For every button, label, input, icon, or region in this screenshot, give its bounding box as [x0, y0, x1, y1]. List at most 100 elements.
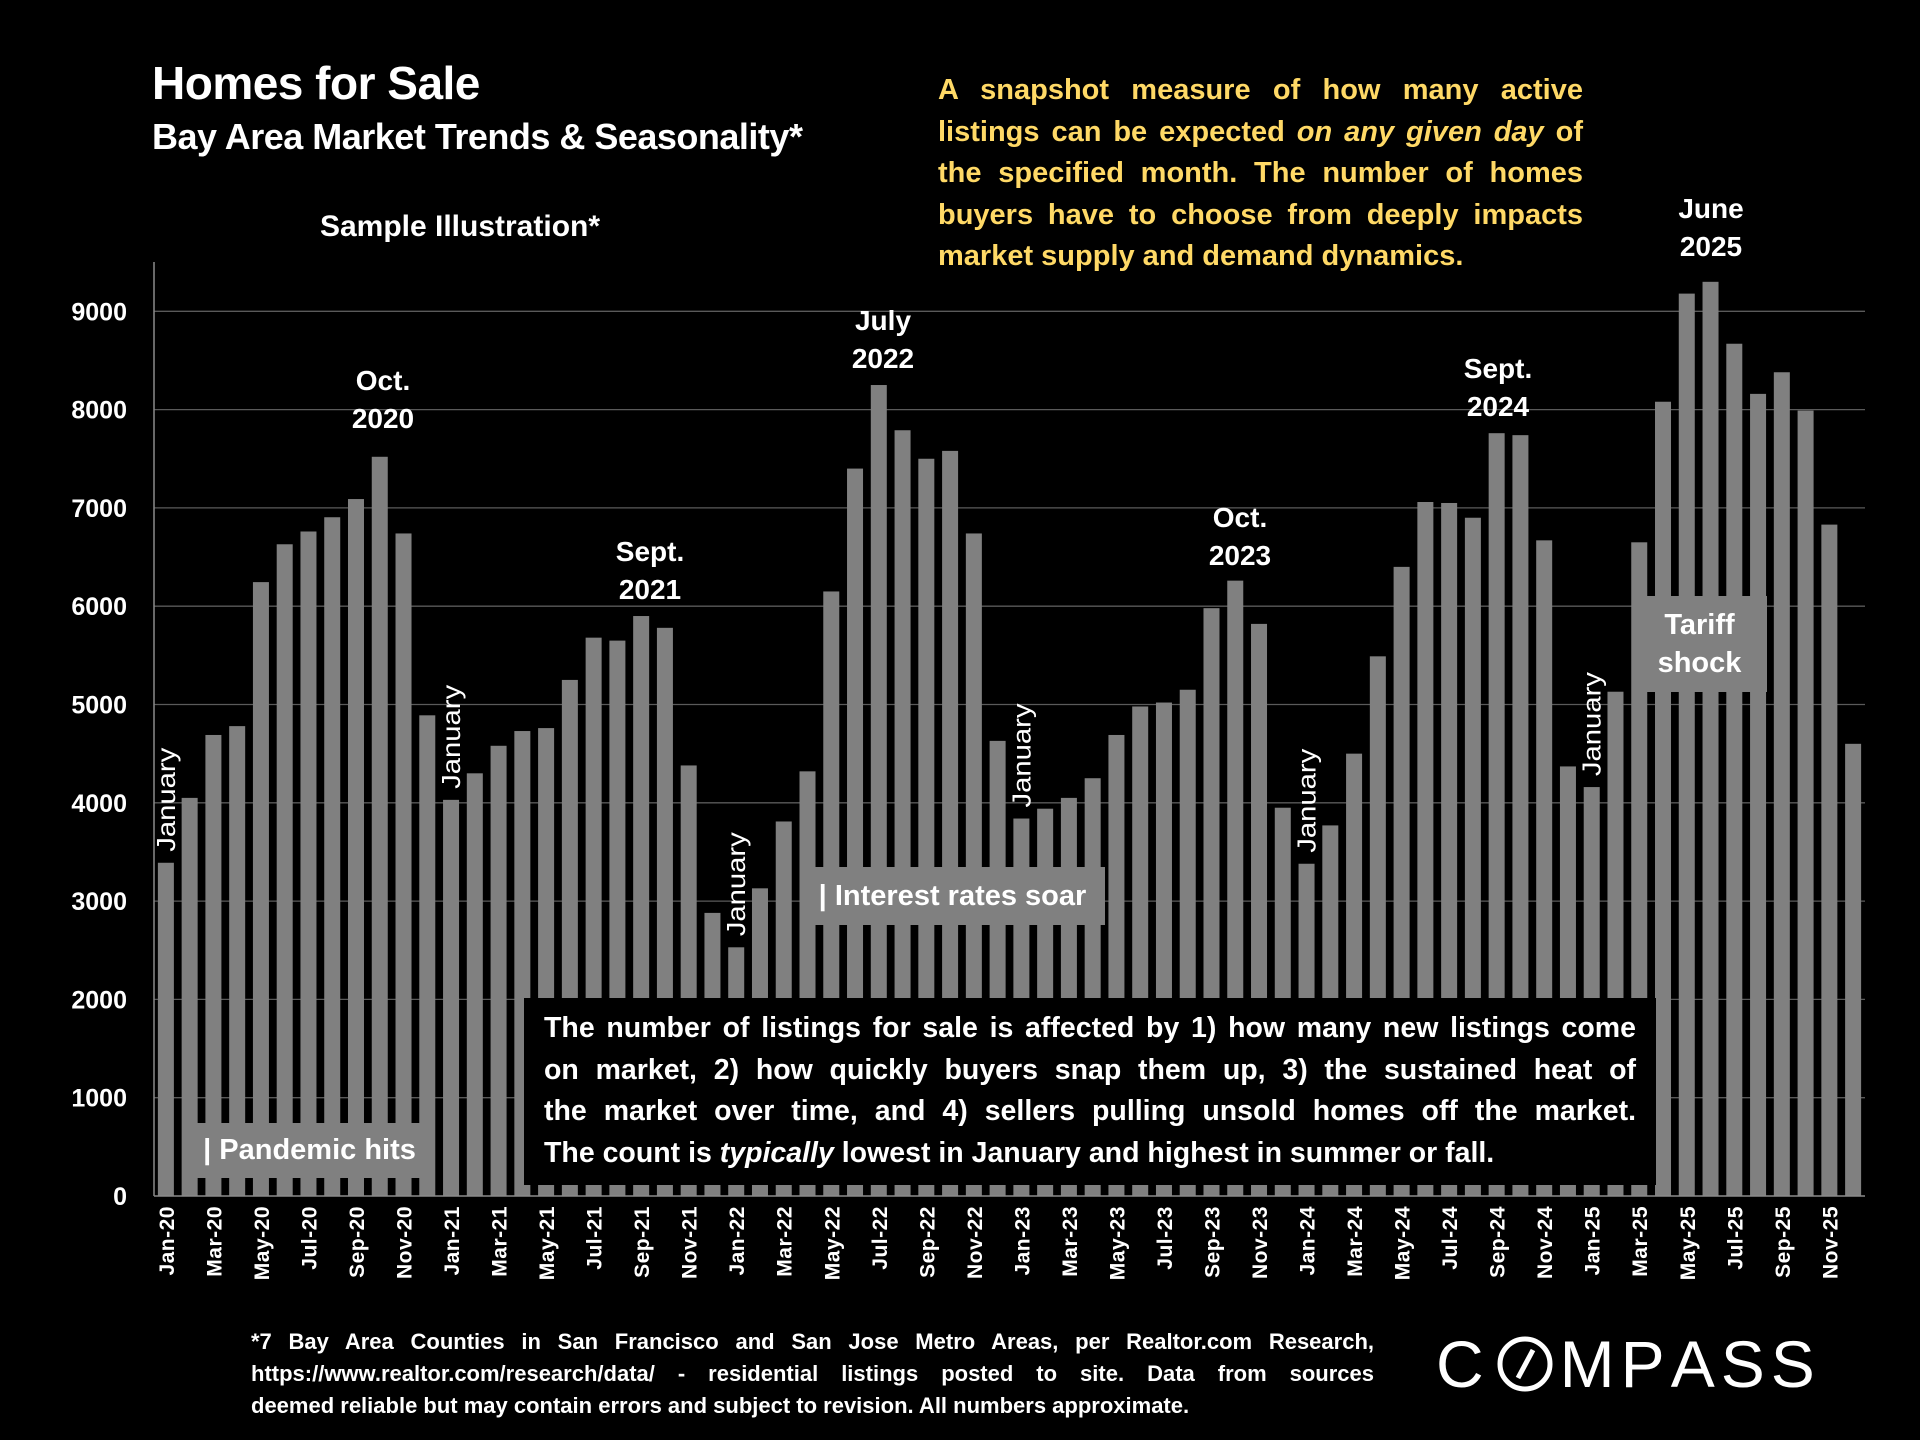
x-tick-label: Mar-21 — [489, 1206, 512, 1277]
intro-description: A snapshot measure of how many active li… — [938, 70, 1583, 278]
bar-Aug-25 — [1750, 393, 1767, 1196]
bar-Aug-20 — [324, 517, 341, 1196]
x-tick-label: Jul-25 — [1724, 1206, 1747, 1270]
logo-letter: P — [1620, 1327, 1671, 1401]
bar-Dec-20 — [419, 715, 436, 1196]
x-tick-label: May-23 — [1106, 1206, 1129, 1280]
january-label: January — [1006, 704, 1036, 808]
logo-letter: S — [1770, 1327, 1821, 1401]
logo-letter: M — [1559, 1327, 1621, 1401]
bar-May-25 — [1678, 293, 1695, 1197]
x-tick-label: Nov-21 — [679, 1206, 702, 1279]
bar-Apr-20 — [229, 726, 246, 1196]
y-tick-label: 2000 — [71, 986, 127, 1014]
january-labels: January January January January January Janua… — [151, 672, 1607, 936]
x-tick-label: May-24 — [1392, 1206, 1415, 1280]
x-tick-label: Jan-20 — [156, 1206, 179, 1276]
y-axis-ticks: 0 1000 2000 3000 4000 5000 6000 7000 8000 9000 — [71, 298, 127, 1211]
x-tick-label: Sep-24 — [1487, 1206, 1510, 1278]
x-tick-label: Sep-25 — [1772, 1206, 1795, 1278]
x-tick-label: Sep-21 — [631, 1206, 654, 1278]
bar-Oct-20 — [371, 456, 388, 1196]
bar-Jun-25 — [1702, 281, 1719, 1196]
january-label: January — [721, 832, 751, 936]
logo-slashed-o-icon — [1497, 1336, 1553, 1392]
y-tick-label: 1000 — [71, 1085, 127, 1113]
bar-Sep-20 — [347, 499, 364, 1197]
bar-Jul-20 — [300, 531, 317, 1196]
x-tick-label: May-22 — [821, 1206, 844, 1280]
x-tick-label: Jan-22 — [726, 1206, 749, 1276]
bar-Nov-20 — [395, 533, 412, 1196]
intro-italic: on any given day — [1296, 115, 1544, 148]
intro-line: listings can be expected on any given da… — [938, 112, 1583, 154]
x-tick-label: Nov-23 — [1249, 1206, 1272, 1279]
bar-Jun-20 — [276, 544, 293, 1196]
january-label: January — [436, 685, 466, 789]
peak-label-sept-2024: Sept. 2024 — [1463, 353, 1533, 422]
bar-Feb-21 — [466, 773, 483, 1196]
x-tick-label: May-25 — [1677, 1206, 1700, 1280]
bar-Mar-21 — [490, 745, 507, 1196]
january-label: January — [1292, 749, 1322, 853]
x-tick-label: Jan-24 — [1297, 1206, 1320, 1276]
sample-illustration-label: Sample Illustration* — [319, 210, 601, 243]
x-tick-label: Mar-22 — [774, 1206, 797, 1277]
logo-letter: C — [1436, 1327, 1490, 1401]
x-tick-label: Jul-21 — [584, 1206, 607, 1270]
x-axis-labels: Jan-20 Mar-20 May-20 Jul-20 Sep-20 Nov-20 Jan-… — [156, 1206, 1842, 1280]
y-tick-label: 6000 — [71, 593, 127, 621]
pandemic-hits-annotation: | Pandemic hits — [184, 1123, 435, 1178]
bar-Jan-21 — [443, 799, 460, 1196]
logo-letter: A — [1670, 1327, 1721, 1401]
bar-Sep-25 — [1773, 372, 1790, 1197]
y-tick-label: 0 — [113, 1183, 127, 1211]
x-tick-label: Sep-23 — [1201, 1206, 1224, 1278]
intro-text: listings can be expected — [938, 115, 1297, 148]
x-tick-label: Nov-25 — [1819, 1206, 1842, 1279]
peak-label-sept-2021: Sept. 2021 — [615, 536, 685, 605]
x-tick-label: Sep-22 — [916, 1206, 939, 1278]
interest-rates-annotation: | Interest rates soar — [800, 867, 1105, 925]
x-tick-label: Mar-24 — [1344, 1206, 1367, 1277]
y-tick-label: 3000 — [71, 888, 127, 916]
intro-line: A snapshot measure of how many active — [938, 74, 1583, 106]
bar-Jul-22 — [870, 385, 887, 1196]
bar-Oct-25 — [1797, 410, 1814, 1196]
x-tick-label: Mar-23 — [1059, 1206, 1082, 1277]
bar-Jul-25 — [1726, 343, 1743, 1196]
x-tick-label: Jan-25 — [1582, 1206, 1605, 1276]
logo-letter: S — [1720, 1327, 1771, 1401]
peak-label-july-2022: July 2022 — [851, 305, 915, 374]
chart-title: Homes for Sale — [152, 57, 480, 109]
y-tick-label: 5000 — [71, 692, 127, 720]
x-tick-label: Nov-24 — [1534, 1206, 1557, 1279]
peak-label-oct-2020: Oct. 2020 — [351, 365, 415, 434]
x-tick-label: Nov-22 — [964, 1206, 987, 1279]
january-label: January — [1577, 672, 1607, 776]
explanation-note: The number of listings for sale is affec… — [524, 998, 1656, 1185]
intro-line: market supply and demand dynamics. — [938, 240, 1464, 272]
bar-May-20 — [252, 582, 269, 1196]
x-tick-label: Jan-23 — [1011, 1206, 1034, 1276]
chart-subtitle: Bay Area Market Trends & Seasonality* — [152, 116, 803, 157]
intro-line: buyers have to choose from deeply impact… — [938, 198, 1583, 231]
bar-Feb-20 — [181, 797, 198, 1196]
intro-line: the specified month. The number of homes — [938, 157, 1583, 189]
peak-label-june-2025: June 2025 — [1678, 193, 1744, 262]
x-tick-label: Mar-20 — [203, 1206, 226, 1277]
bar-Dec-25 — [1845, 743, 1862, 1196]
bar-Jan-20 — [157, 862, 174, 1196]
bar-Apr-25 — [1655, 401, 1672, 1197]
x-tick-label: Sep-20 — [346, 1206, 369, 1278]
x-tick-label: May-21 — [536, 1206, 559, 1280]
intro-text: of — [1543, 115, 1583, 148]
bar-Mar-20 — [205, 734, 222, 1196]
x-tick-label: Jan-21 — [441, 1206, 464, 1276]
january-label: January — [151, 748, 181, 852]
y-tick-label: 4000 — [71, 790, 127, 818]
y-tick-label: 7000 — [71, 495, 127, 523]
x-tick-label: Jul-23 — [1154, 1206, 1177, 1270]
bar-Nov-25 — [1821, 524, 1838, 1196]
